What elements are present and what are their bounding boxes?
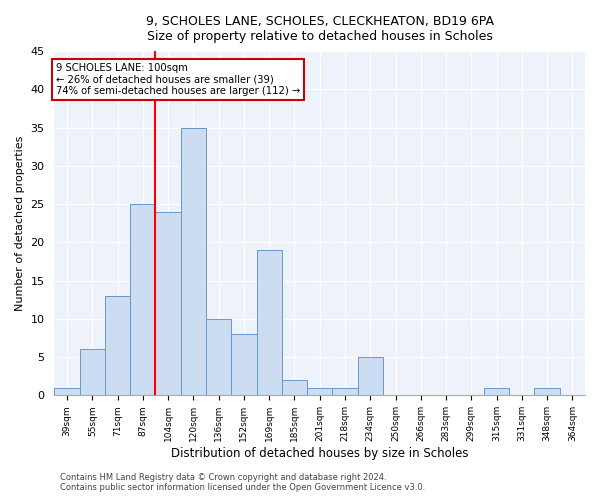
Bar xyxy=(484,388,509,396)
Bar xyxy=(155,212,181,396)
Title: 9, SCHOLES LANE, SCHOLES, CLECKHEATON, BD19 6PA
Size of property relative to det: 9, SCHOLES LANE, SCHOLES, CLECKHEATON, B… xyxy=(146,15,494,43)
Text: Contains HM Land Registry data © Crown copyright and database right 2024.
Contai: Contains HM Land Registry data © Crown c… xyxy=(60,473,425,492)
Y-axis label: Number of detached properties: Number of detached properties xyxy=(15,136,25,311)
Bar xyxy=(80,350,105,396)
Bar xyxy=(130,204,155,396)
X-axis label: Distribution of detached houses by size in Scholes: Distribution of detached houses by size … xyxy=(171,447,469,460)
Bar xyxy=(181,128,206,396)
Bar xyxy=(231,334,257,396)
Bar xyxy=(332,388,358,396)
Bar xyxy=(535,388,560,396)
Bar xyxy=(282,380,307,396)
Bar xyxy=(55,388,80,396)
Text: 9 SCHOLES LANE: 100sqm
← 26% of detached houses are smaller (39)
74% of semi-det: 9 SCHOLES LANE: 100sqm ← 26% of detached… xyxy=(56,62,300,96)
Bar xyxy=(358,357,383,396)
Bar xyxy=(206,319,231,396)
Bar xyxy=(105,296,130,396)
Bar xyxy=(307,388,332,396)
Bar xyxy=(257,250,282,396)
